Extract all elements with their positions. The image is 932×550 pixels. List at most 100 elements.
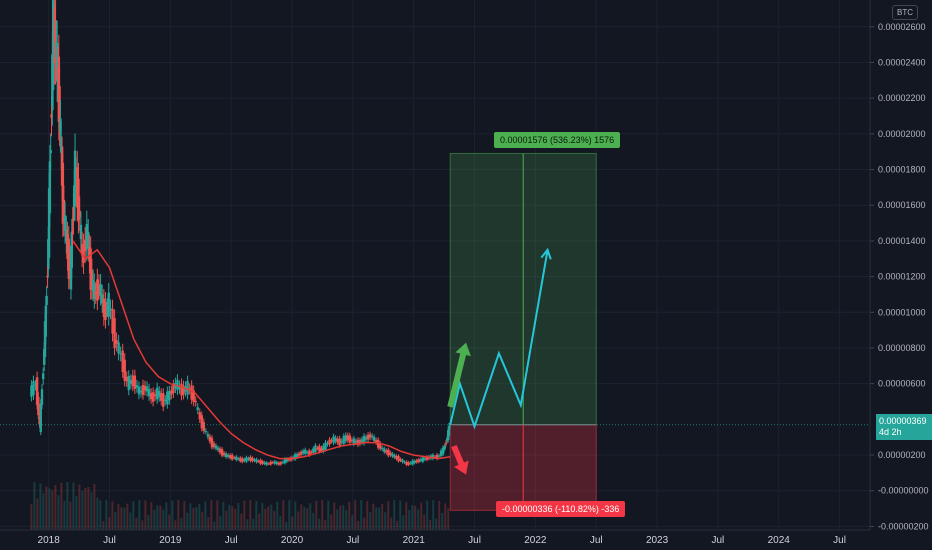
candle-body bbox=[364, 437, 368, 440]
projection-arrowhead bbox=[540, 247, 552, 260]
volume-bar bbox=[144, 500, 147, 530]
volume-bar bbox=[138, 500, 141, 530]
candle-body bbox=[54, 20, 57, 64]
candle-body bbox=[137, 386, 141, 395]
candle-body bbox=[253, 459, 256, 461]
candle-body bbox=[99, 284, 102, 296]
volume-bar bbox=[369, 512, 372, 530]
volume-bar bbox=[69, 501, 72, 530]
candle-body bbox=[231, 454, 234, 460]
candle-body bbox=[389, 452, 392, 456]
candle-body bbox=[245, 457, 248, 462]
candle-body bbox=[399, 459, 402, 461]
candle-body bbox=[224, 453, 228, 458]
candle-body bbox=[188, 388, 191, 390]
candle-body bbox=[425, 456, 429, 460]
candle-body bbox=[127, 375, 130, 391]
volume-bar bbox=[306, 508, 309, 530]
volume-bar bbox=[429, 519, 432, 530]
candle-body bbox=[63, 215, 67, 231]
x-tick-label: 2020 bbox=[281, 535, 304, 546]
candle-body bbox=[228, 454, 232, 459]
candle-body bbox=[89, 248, 92, 290]
volume-bar bbox=[174, 520, 177, 530]
candle-body bbox=[344, 435, 347, 441]
volume-bar bbox=[357, 520, 360, 530]
y-tick-label: 0.00002600 bbox=[878, 22, 926, 32]
candle-body bbox=[340, 441, 343, 443]
candle-body bbox=[48, 161, 52, 214]
volume-bar bbox=[63, 500, 66, 530]
volume-bar bbox=[54, 485, 57, 530]
x-tick-label: 2024 bbox=[768, 535, 791, 546]
volume-bar bbox=[291, 516, 294, 530]
candle-body bbox=[366, 434, 370, 440]
candle-body bbox=[196, 407, 199, 411]
candle-body bbox=[415, 460, 418, 463]
candle-body bbox=[178, 385, 181, 389]
candle-body bbox=[352, 438, 356, 444]
volume-bar bbox=[318, 518, 321, 530]
candle-body bbox=[151, 392, 155, 402]
candle-body bbox=[164, 399, 167, 401]
volume-bar bbox=[255, 500, 258, 530]
volume-bar bbox=[297, 511, 300, 530]
volume-bar bbox=[309, 503, 312, 530]
volume-bar bbox=[168, 514, 171, 530]
currency-label[interactable]: BTC bbox=[892, 5, 918, 20]
candle-body bbox=[391, 453, 394, 457]
candle-body bbox=[216, 447, 220, 450]
candle-body bbox=[237, 458, 240, 460]
down-arrow-icon bbox=[451, 444, 469, 475]
volume-bar bbox=[78, 484, 81, 530]
volume-bar bbox=[246, 519, 249, 530]
candle-body bbox=[437, 455, 441, 457]
candle-body bbox=[76, 167, 79, 208]
volume-bar bbox=[276, 501, 279, 530]
candle-body bbox=[105, 307, 109, 309]
volume-bar bbox=[258, 513, 261, 530]
candle-body bbox=[58, 86, 61, 129]
candle-body bbox=[235, 456, 238, 460]
candle-body bbox=[157, 391, 161, 398]
volume-bar bbox=[51, 490, 54, 530]
volume-bar bbox=[393, 500, 396, 530]
y-tick-label: 0.00001400 bbox=[878, 236, 926, 246]
candle-body bbox=[293, 454, 297, 460]
candle-body bbox=[405, 461, 408, 465]
candle-body bbox=[431, 454, 435, 459]
candle-body bbox=[91, 279, 95, 292]
candle-body bbox=[385, 450, 388, 453]
candle-body bbox=[115, 340, 118, 345]
x-tick-label: Jul bbox=[590, 535, 603, 546]
candle-body bbox=[338, 438, 341, 446]
volume-bar bbox=[438, 500, 441, 530]
volume-bar bbox=[372, 503, 375, 530]
candle-body bbox=[82, 245, 85, 263]
x-tick-label: Jul bbox=[103, 535, 116, 546]
volume-bar bbox=[75, 496, 78, 530]
candle-body bbox=[34, 385, 37, 387]
candle-body bbox=[322, 445, 325, 452]
volume-bar bbox=[273, 510, 276, 530]
volume-bar bbox=[414, 505, 417, 530]
candle-body bbox=[206, 434, 210, 437]
last-price-tag: 0.00000369 4d 2h bbox=[876, 414, 932, 440]
volume-bar bbox=[156, 505, 159, 530]
candle-body bbox=[320, 447, 323, 451]
volume-bar bbox=[159, 505, 162, 530]
volume-bar bbox=[237, 502, 240, 530]
position-zones[interactable] bbox=[449, 152, 597, 511]
candle-body bbox=[287, 458, 291, 461]
candle-body bbox=[360, 439, 364, 443]
candle-body bbox=[310, 451, 313, 454]
volume-bar bbox=[339, 505, 342, 530]
volume-bar bbox=[96, 497, 99, 530]
volume-bar bbox=[243, 500, 246, 530]
candle-body bbox=[194, 400, 197, 403]
candle-body bbox=[107, 292, 110, 317]
volume-bar bbox=[303, 506, 306, 530]
projection-path bbox=[449, 249, 549, 430]
volume-bar bbox=[207, 516, 210, 530]
